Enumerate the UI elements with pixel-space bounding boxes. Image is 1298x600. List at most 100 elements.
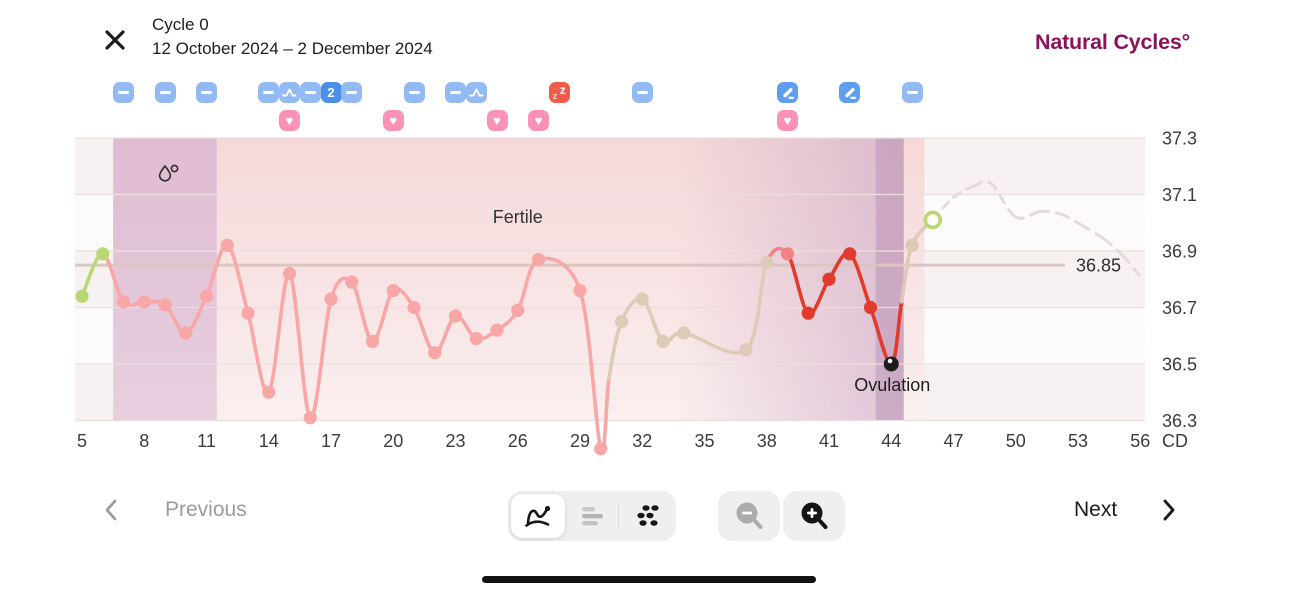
temperature-point[interactable]: [158, 298, 172, 312]
natural-cycles-logo: Natural Cycles°: [1035, 30, 1190, 54]
ovulation-point[interactable]: [883, 356, 899, 372]
temperature-point[interactable]: [469, 331, 483, 346]
x-axis-tick: 47: [943, 431, 963, 451]
day-15-pulse-badge[interactable]: [279, 82, 300, 103]
temperature-point[interactable]: [345, 275, 359, 289]
day-9-minus-badge[interactable]: [154, 82, 176, 103]
x-axis-tick: 29: [570, 431, 590, 451]
temperature-point[interactable]: [780, 247, 795, 261]
temperature-point[interactable]: [448, 309, 463, 323]
x-axis-tick: 17: [321, 431, 341, 451]
ovulation-day-column: [875, 138, 904, 420]
previous-cycle-button[interactable]: Previous: [102, 498, 247, 522]
temperature-point[interactable]: [282, 267, 297, 281]
temperature-point[interactable]: [822, 272, 836, 286]
x-axis-tick: 5: [77, 431, 87, 451]
predicted-temperature-line: [931, 179, 1144, 281]
chart-view-toggle: [508, 491, 676, 541]
day-14-minus-badge[interactable]: [258, 82, 280, 103]
day-32-minus-badge[interactable]: [631, 82, 653, 103]
day-20-intercourse-badge[interactable]: ♥: [382, 110, 404, 131]
temperature-point[interactable]: [739, 343, 753, 357]
temperature-point[interactable]: [96, 247, 110, 261]
luteal-shade-region: [675, 138, 904, 420]
view-scatter-chart-button[interactable]: [619, 494, 673, 538]
temperature-point[interactable]: [262, 385, 276, 399]
temperature-point[interactable]: [116, 295, 131, 309]
pen-icon: [782, 87, 794, 99]
temperature-point[interactable]: [386, 283, 400, 298]
temperature-point[interactable]: [220, 238, 234, 252]
day-21-minus-badge[interactable]: [403, 82, 425, 103]
day-17-count-badge[interactable]: 2: [320, 82, 342, 103]
day-23-minus-badge[interactable]: [445, 82, 466, 103]
temperature-point[interactable]: [324, 292, 338, 306]
chevron-right-icon: [1163, 499, 1175, 521]
day-16-minus-badge[interactable]: [299, 82, 321, 103]
temperature-point[interactable]: [863, 300, 878, 315]
temperature-point[interactable]: [490, 323, 504, 337]
temperature-point[interactable]: [303, 411, 317, 425]
temperature-point[interactable]: [531, 252, 546, 267]
temperature-point[interactable]: [137, 295, 151, 309]
y-axis-tick: 36.5: [1162, 355, 1197, 375]
day-18-minus-badge[interactable]: [341, 82, 363, 103]
temperature-point[interactable]: [428, 346, 442, 360]
temperature-point[interactable]: [677, 326, 691, 340]
temperature-point[interactable]: [365, 334, 380, 348]
minus-icon: [408, 91, 420, 94]
temperature-point[interactable]: [241, 306, 255, 320]
temperature-point[interactable]: [573, 283, 587, 298]
temperature-point[interactable]: [656, 334, 670, 348]
temperature-point[interactable]: [905, 238, 919, 252]
minus-icon: [118, 91, 129, 94]
day-25-intercourse-badge[interactable]: ♥: [486, 110, 508, 131]
home-indicator[interactable]: [482, 576, 816, 583]
x-axis-tick: 50: [1006, 431, 1026, 451]
zoom-out-button[interactable]: [718, 491, 780, 541]
temperature-point[interactable]: [843, 247, 857, 261]
cycle-date-range: 12 October 2024 – 2 December 2024: [152, 39, 433, 58]
day-15-intercourse-badge[interactable]: ♥: [279, 110, 300, 131]
temperature-point[interactable]: [179, 326, 193, 340]
heart-icon: ♥: [534, 113, 543, 128]
temperature-point[interactable]: [407, 300, 421, 315]
minus-icon: [346, 91, 358, 94]
temperature-point[interactable]: [614, 315, 629, 329]
close-icon: [105, 29, 125, 50]
day-27-intercourse-badge[interactable]: ♥: [528, 110, 549, 131]
day-39-pen-badge[interactable]: [777, 82, 798, 103]
y-axis-tick: 37.1: [1162, 185, 1197, 205]
scatter-chart-icon: [637, 505, 659, 526]
view-bar-chart-button[interactable]: [565, 494, 619, 538]
temperature-point[interactable]: [760, 255, 774, 269]
x-axis-tick: 20: [383, 431, 403, 451]
day-7-minus-badge[interactable]: [113, 82, 134, 103]
heart-icon: ♥: [389, 113, 398, 128]
view-line-chart-button[interactable]: [511, 494, 565, 538]
temperature-point[interactable]: [801, 306, 815, 320]
predicted-day-point[interactable]: [923, 210, 943, 230]
next-cycle-button[interactable]: Next: [1074, 498, 1178, 522]
line-chart-icon: [525, 505, 550, 527]
menstruation-region: [113, 138, 217, 420]
chevron-left-icon: [105, 499, 117, 521]
temperature-point[interactable]: [199, 289, 214, 303]
temperature-point[interactable]: [511, 303, 525, 317]
temperature-point[interactable]: [75, 289, 89, 303]
day-24-pulse-badge[interactable]: [465, 82, 487, 103]
temperature-point[interactable]: [635, 292, 649, 306]
day-42-pen-badge[interactable]: [839, 82, 861, 103]
cycle-title-block: Cycle 0 12 October 2024 – 2 December 202…: [152, 13, 433, 61]
day-11-minus-badge[interactable]: [196, 82, 217, 103]
minus-icon: [201, 91, 212, 94]
zoom-in-button[interactable]: [783, 491, 845, 541]
temperature-point[interactable]: [594, 442, 608, 456]
day-39-intercourse-badge[interactable]: ♥: [777, 110, 798, 131]
day-45-minus-badge[interactable]: [901, 82, 923, 103]
close-button[interactable]: [100, 26, 130, 56]
reference-line-label: 36.85: [1076, 256, 1121, 276]
